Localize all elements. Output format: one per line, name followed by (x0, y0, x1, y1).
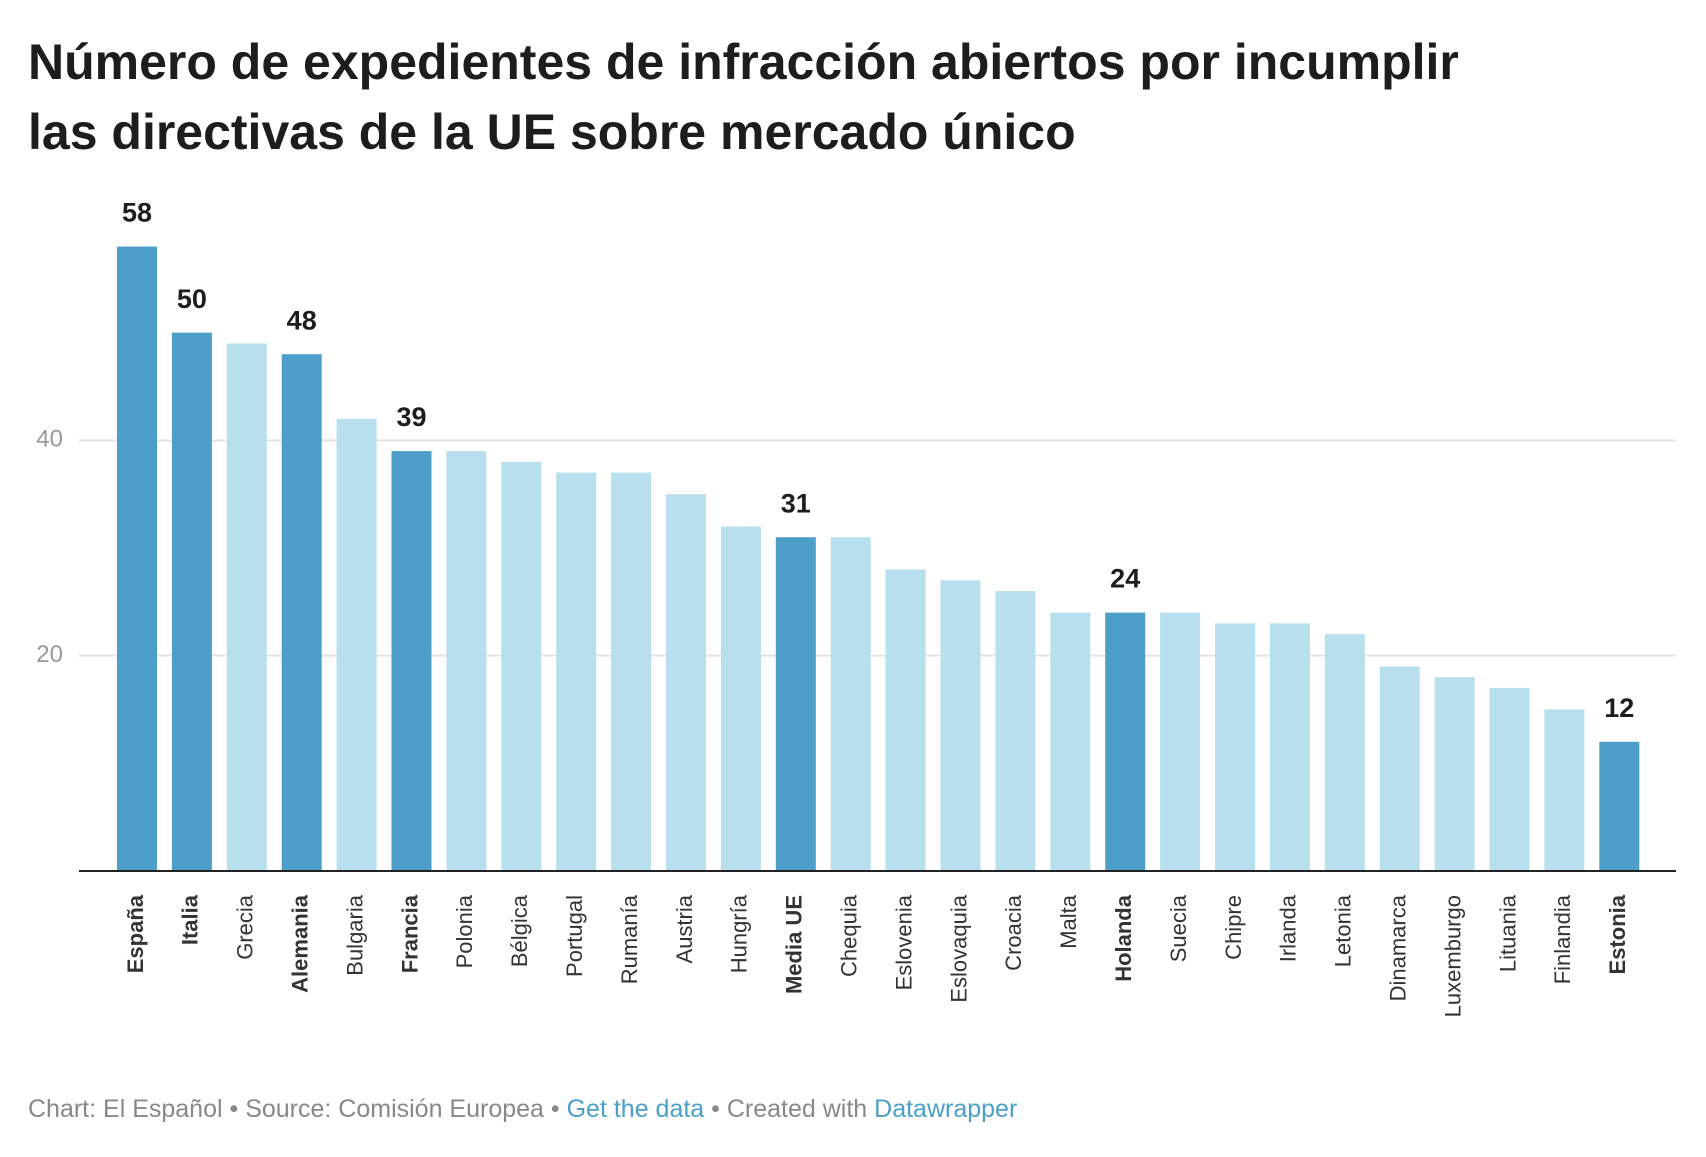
bar (501, 461, 542, 871)
value-label: 12 (1604, 693, 1634, 723)
x-tick-label: Croacia (1001, 894, 1026, 971)
x-tick-label: Eslovaquia (946, 894, 971, 1002)
bar (446, 451, 487, 871)
bar (281, 354, 322, 871)
bar (1215, 623, 1255, 871)
x-tick-label: Francia (397, 894, 422, 973)
bar (117, 246, 157, 872)
title-line: las directivas de la UE sobre mercado ún… (28, 104, 1076, 160)
x-tick-label: Rumanía (617, 894, 642, 984)
value-label: 48 (287, 305, 317, 335)
value-label: 24 (1110, 564, 1140, 594)
bar (1599, 741, 1640, 871)
bar (336, 418, 377, 871)
x-tick-label: Bulgaria (342, 894, 367, 975)
x-tick-label: Italia (178, 894, 203, 945)
bar (1105, 612, 1146, 871)
bar (611, 472, 652, 871)
x-tick-label: Irlanda (1276, 894, 1301, 962)
x-tick-label: Dinamarca (1386, 894, 1411, 1001)
bar (775, 537, 816, 871)
x-tick-label: Media UE (782, 895, 807, 994)
bar (1324, 634, 1365, 871)
bar (556, 472, 597, 871)
x-tick-label: Chipre (1221, 895, 1246, 960)
bar (1544, 709, 1585, 871)
x-tick-label: Estonia (1605, 894, 1630, 974)
x-tick-label: Austria (672, 894, 697, 963)
bar (940, 580, 981, 871)
bar (720, 526, 761, 871)
bar (226, 343, 267, 871)
footer-link[interactable]: Datawrapper (874, 1095, 1017, 1123)
bar (666, 494, 706, 871)
x-tick-label: Bélgica (507, 894, 532, 967)
x-tick-label: España (123, 894, 148, 973)
bar (1379, 666, 1420, 871)
footer-text: • Created with (704, 1095, 874, 1123)
x-tick-label: Alemania (288, 894, 313, 993)
value-label: 50 (177, 284, 207, 314)
bar (171, 332, 212, 872)
x-tick-label: Letonia (1331, 894, 1356, 967)
x-tick-label: Polonia (452, 894, 477, 968)
bar (1434, 677, 1475, 871)
x-tick-label: Grecia (233, 894, 258, 960)
footer-link[interactable]: Get the data (567, 1095, 705, 1123)
bar (995, 591, 1036, 871)
x-tick-label: Chequia (837, 894, 862, 977)
bar (830, 537, 871, 871)
x-tick-label: Holanda (1111, 894, 1136, 982)
footer: Chart: El Español • Source: Comisión Eur… (28, 1095, 1017, 1123)
x-tick-label: Luxemburgo (1440, 895, 1465, 1017)
footer-text: Chart: El Español • Source: Comisión Eur… (28, 1095, 567, 1123)
value-label: 31 (781, 488, 811, 518)
x-tick-label: Suecia (1166, 894, 1191, 962)
bar (1160, 612, 1201, 871)
x-tick-label: Finlandia (1550, 894, 1575, 984)
chart-title: Número de expedientes de infracción abie… (28, 34, 1459, 160)
x-tick-label: Lituania (1495, 894, 1520, 972)
y-tick-label: 20 (36, 641, 63, 668)
value-label: 58 (122, 198, 152, 228)
bar (1050, 612, 1091, 871)
x-tick-label: Malta (1056, 894, 1081, 949)
bar (1489, 687, 1530, 871)
bar (391, 451, 432, 871)
bar (1269, 623, 1310, 871)
x-tick-label: Hungría (727, 894, 752, 973)
y-tick-label: 40 (36, 426, 63, 453)
value-label: 39 (396, 402, 426, 432)
x-tick-label: Portugal (562, 895, 587, 977)
title-line: Número de expedientes de infracción abie… (28, 34, 1459, 90)
x-tick-label: Eslovenia (891, 894, 916, 990)
bar (885, 569, 926, 871)
